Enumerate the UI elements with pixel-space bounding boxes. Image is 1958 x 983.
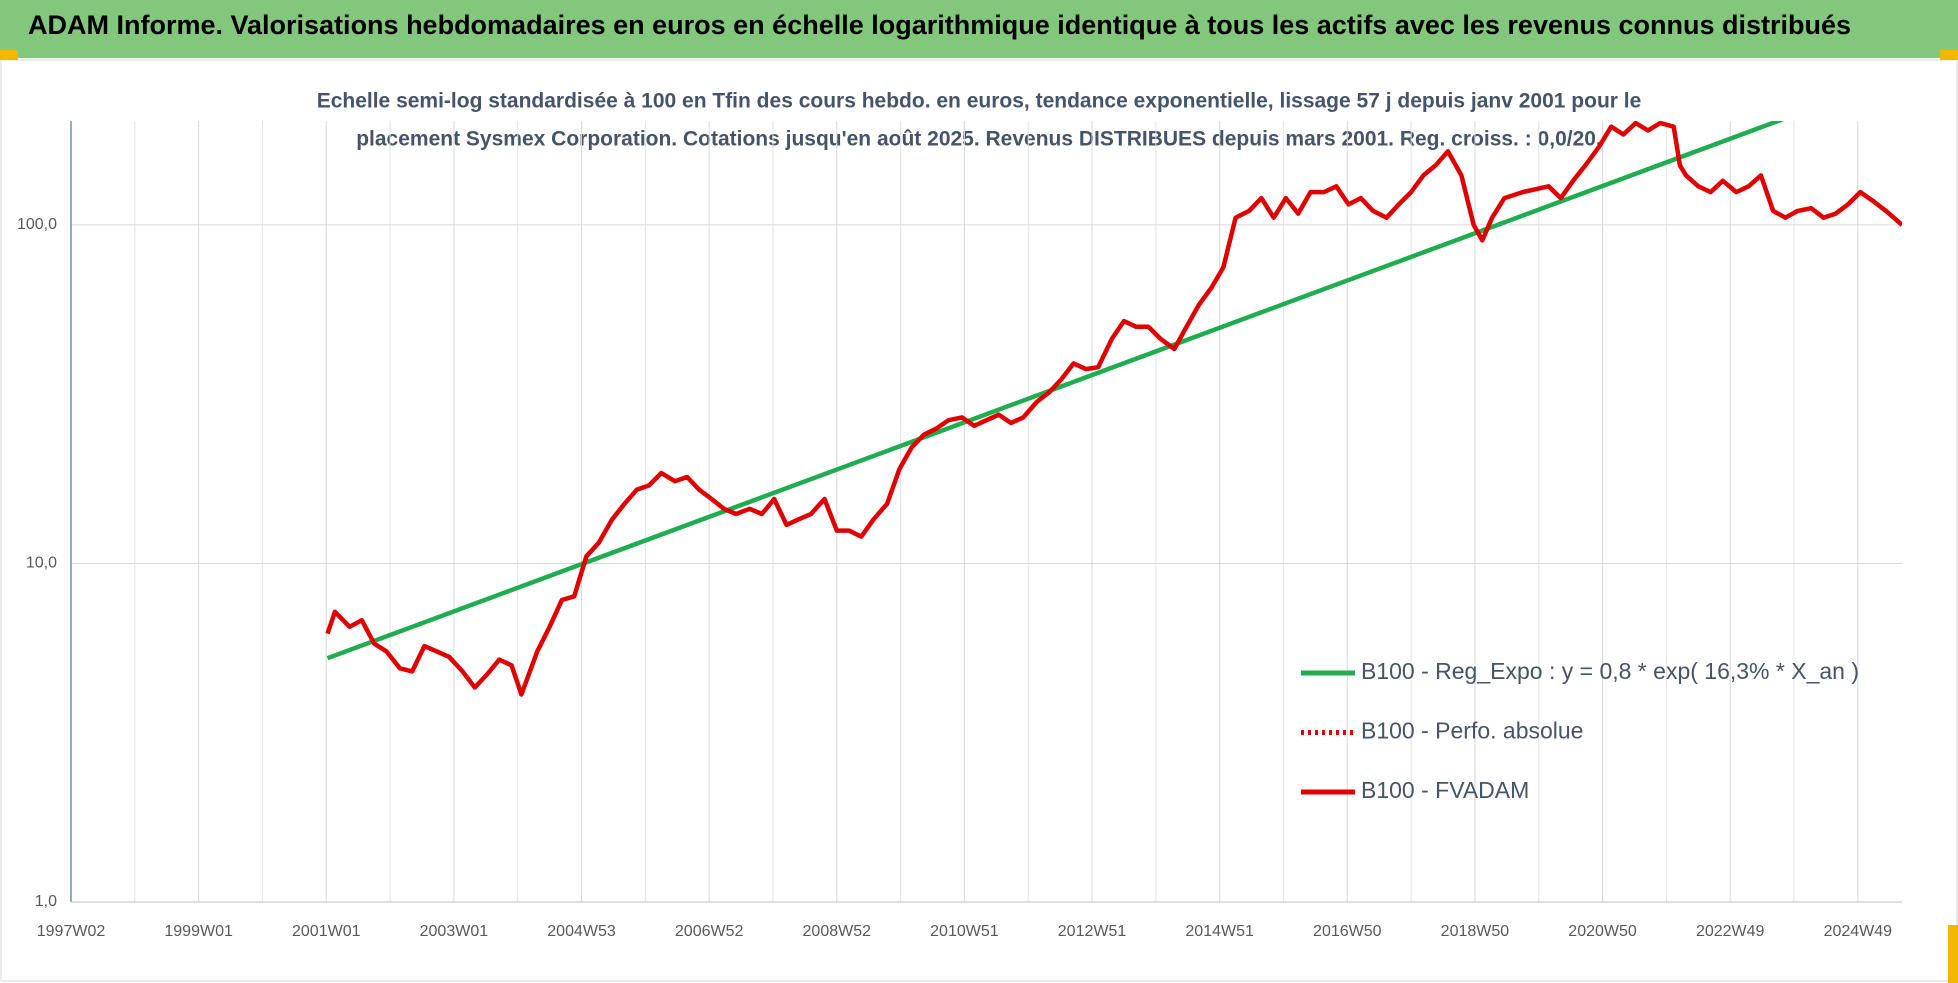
series-line — [326, 121, 1785, 661]
corner-marker — [0, 50, 18, 60]
chart-subtitle: placement Sysmex Corporation. Cotations … — [356, 128, 1602, 151]
x-tick-label: 2022W49 — [1696, 923, 1765, 940]
title-bar — [0, 0, 1958, 58]
x-tick-label: 2012W51 — [1058, 923, 1127, 940]
x-tick-label: 2004W53 — [547, 923, 616, 940]
x-tick-label: 1999W01 — [164, 923, 233, 940]
x-tick-label: 2001W01 — [292, 923, 361, 940]
x-tick-label: 2010W51 — [930, 923, 999, 940]
chart-frame — [0, 59, 1958, 982]
grid — [70, 121, 1902, 903]
y-tick-label: 10,0 — [26, 555, 57, 572]
corner-marker — [1940, 50, 1958, 60]
axis-labels: 1,0 10,0 100,0 1997W02 1999W01 2001W01 2003W01… — [17, 216, 1892, 940]
x-tick-label: 2016W50 — [1313, 923, 1382, 940]
x-tick-label: 2020W50 — [1568, 923, 1637, 940]
x-tick-label: 2006W52 — [675, 923, 744, 940]
legend-label: B100 - Reg_Expo : y = 0,8 * exp( 16,3% *… — [1361, 658, 1859, 684]
y-tick-label: 1,0 — [35, 893, 57, 910]
chart-title: ADAM Informe. Valorisations hebdomadaire… — [28, 10, 1851, 40]
x-tick-label: 1997W02 — [37, 923, 106, 940]
series-line — [325, 121, 1902, 697]
y-tick-label: 100,0 — [17, 216, 57, 233]
legend: B100 - Reg_Expo : y = 0,8 * exp( 16,3% *… — [1301, 658, 1859, 803]
x-tick-label: 2008W52 — [803, 923, 872, 940]
x-tick-label: 2018W50 — [1441, 923, 1510, 940]
corner-marker — [1948, 925, 1958, 983]
plot-area — [325, 121, 1902, 697]
legend-label: B100 - Perfo. absolue — [1361, 718, 1583, 744]
x-tick-label: 2003W01 — [420, 923, 489, 940]
legend-label: B100 - FVADAM — [1361, 777, 1529, 803]
chart-subtitle: Echelle semi-log standardisée à 100 en T… — [317, 90, 1642, 113]
x-tick-label: 2014W51 — [1185, 923, 1254, 940]
x-tick-label: 2024W49 — [1824, 923, 1893, 940]
